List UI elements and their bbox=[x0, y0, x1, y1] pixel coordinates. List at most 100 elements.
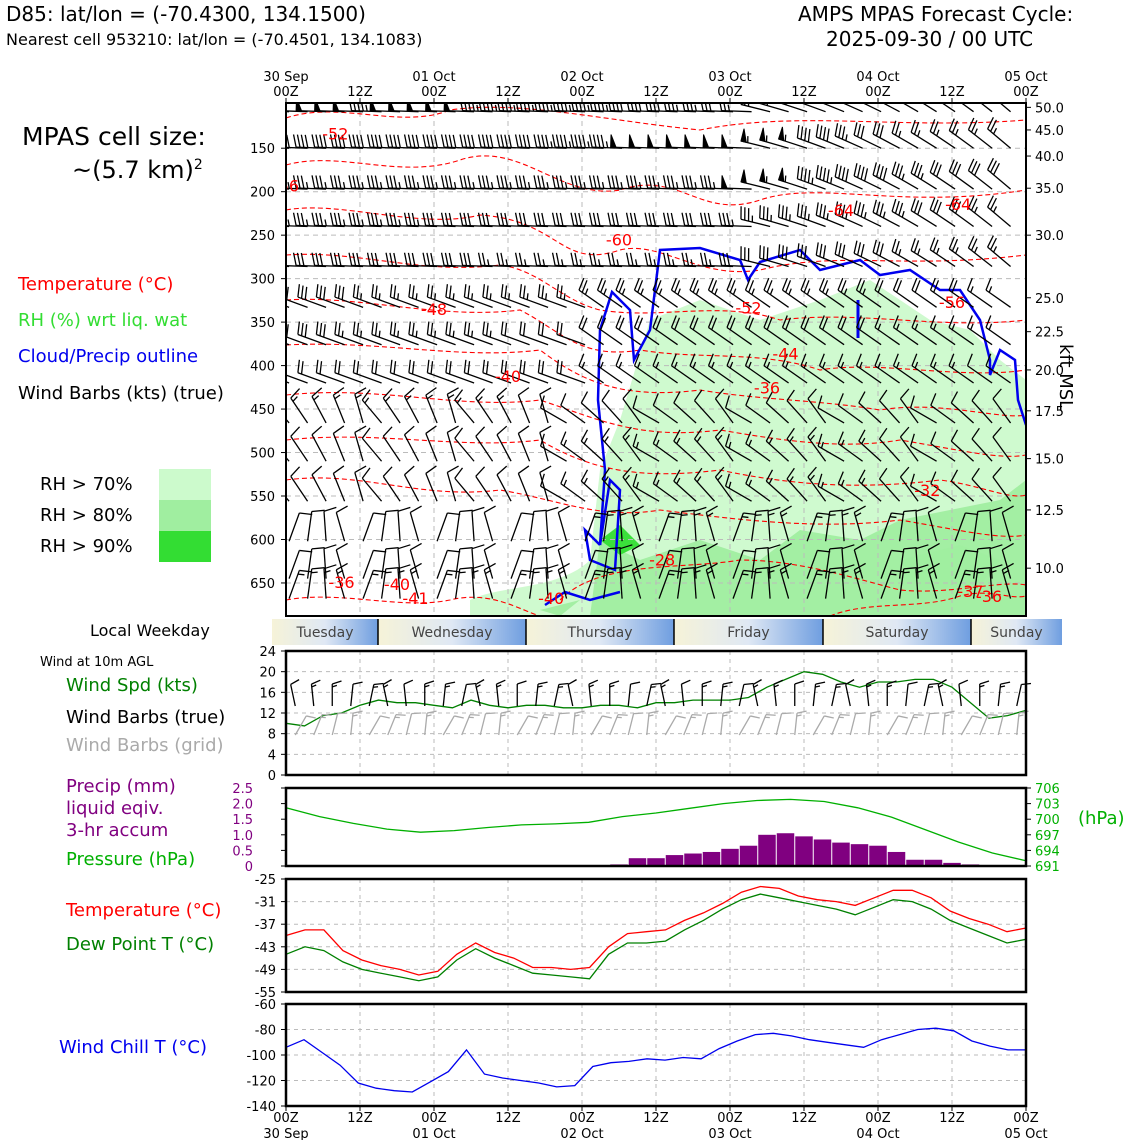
barb-full bbox=[748, 317, 755, 330]
y-tick-label: -31 bbox=[255, 896, 276, 911]
barb-staff bbox=[652, 289, 678, 308]
wind-barb bbox=[286, 225, 290, 228]
barb-full bbox=[652, 212, 657, 226]
top-time-label: 00Z bbox=[865, 85, 891, 100]
barb-full bbox=[434, 134, 438, 148]
barb-staff bbox=[634, 365, 660, 384]
barb-half bbox=[537, 685, 543, 688]
weekday-cell bbox=[378, 619, 526, 645]
barb-full bbox=[397, 134, 401, 148]
barb-staff bbox=[732, 550, 744, 579]
barb-half bbox=[722, 714, 728, 717]
barb-full bbox=[705, 505, 718, 513]
wind-barb bbox=[673, 429, 697, 462]
barb-half bbox=[671, 259, 675, 266]
barb-half bbox=[748, 479, 753, 487]
barb-full bbox=[448, 322, 452, 336]
barb-full bbox=[692, 317, 699, 330]
wind-barb bbox=[454, 389, 475, 424]
barb-full bbox=[329, 134, 334, 148]
kft-tick-label: 45.0 bbox=[1035, 124, 1064, 139]
barb-staff bbox=[288, 512, 300, 542]
wind-barb bbox=[588, 252, 623, 268]
barb-half bbox=[660, 684, 666, 688]
barb-full bbox=[972, 715, 982, 719]
barb-full bbox=[1001, 562, 1014, 571]
wind-barb bbox=[622, 426, 642, 462]
barb-full bbox=[707, 315, 714, 328]
temp-contour-label: -32 bbox=[914, 481, 940, 500]
wind-barb bbox=[406, 103, 438, 113]
barb-staff bbox=[597, 326, 623, 346]
surface-barb-true bbox=[535, 681, 548, 707]
barb-staff bbox=[880, 550, 892, 579]
barb-full bbox=[631, 542, 644, 551]
barb-full bbox=[596, 134, 601, 148]
wind-barb bbox=[354, 387, 367, 424]
barb-full bbox=[393, 134, 398, 148]
barb-staff bbox=[879, 438, 901, 462]
wind-barb bbox=[477, 134, 512, 149]
dewpoint-line bbox=[285, 893, 1027, 982]
barb-full bbox=[765, 391, 774, 404]
wind-barb bbox=[673, 469, 697, 502]
barb-full bbox=[766, 317, 773, 330]
barb-full bbox=[990, 119, 997, 132]
barb-full bbox=[430, 212, 435, 226]
wind-barb bbox=[855, 353, 882, 384]
barb-half bbox=[898, 248, 902, 256]
barb-half bbox=[593, 573, 601, 576]
barb-full bbox=[673, 469, 681, 482]
barb-staff bbox=[968, 207, 993, 227]
barb-half bbox=[379, 181, 383, 189]
barb-half bbox=[755, 514, 762, 517]
barb-full bbox=[699, 175, 704, 189]
barb-full bbox=[630, 103, 634, 111]
wind-barb bbox=[909, 473, 937, 502]
surface-barb-true bbox=[937, 679, 947, 707]
barb-staff bbox=[403, 434, 420, 462]
surface-barb-grid bbox=[960, 715, 982, 736]
wind-barb bbox=[930, 431, 956, 462]
wind-barb bbox=[352, 359, 382, 384]
barb-full bbox=[989, 506, 1003, 512]
barb-staff bbox=[705, 512, 716, 542]
barb-half bbox=[695, 288, 700, 295]
barb-half bbox=[815, 573, 823, 576]
barb-staff bbox=[461, 684, 467, 707]
barb-staff bbox=[634, 326, 660, 346]
barb-staff bbox=[985, 326, 1011, 346]
cloud-outline-lower bbox=[583, 477, 622, 572]
precip-bar bbox=[647, 858, 665, 866]
plot-area: -52-56-60-64 -64-52 -56-48-44-40-36-32-28-… bbox=[286, 103, 1026, 616]
barb-full bbox=[913, 240, 920, 253]
barb-full bbox=[335, 562, 348, 571]
barb-staff bbox=[786, 438, 808, 462]
wind-barb bbox=[892, 277, 919, 308]
barb-staff bbox=[824, 511, 831, 542]
barb-full bbox=[722, 212, 727, 226]
barb-full bbox=[651, 682, 662, 686]
barb-full bbox=[559, 322, 563, 336]
barb-staff bbox=[680, 684, 685, 707]
barb-full bbox=[490, 103, 494, 112]
barb-full bbox=[785, 280, 792, 293]
barb-half bbox=[667, 516, 675, 519]
barb-full bbox=[533, 547, 547, 550]
barb-full bbox=[726, 277, 733, 291]
barb-staff bbox=[901, 103, 919, 113]
barb-half bbox=[360, 293, 363, 300]
barb-staff bbox=[765, 402, 790, 424]
barb-staff bbox=[427, 372, 456, 384]
barb-staff bbox=[409, 549, 420, 579]
barb-full bbox=[766, 280, 773, 293]
barb-staff bbox=[819, 326, 845, 346]
wind-barb bbox=[658, 569, 683, 599]
wind-barb bbox=[519, 321, 549, 346]
barb-full bbox=[304, 134, 309, 148]
barb-staff bbox=[891, 210, 919, 228]
barb-half bbox=[990, 570, 997, 574]
wind-barb bbox=[777, 204, 808, 228]
barb-staff bbox=[968, 247, 993, 267]
weekday-cell bbox=[823, 619, 971, 645]
